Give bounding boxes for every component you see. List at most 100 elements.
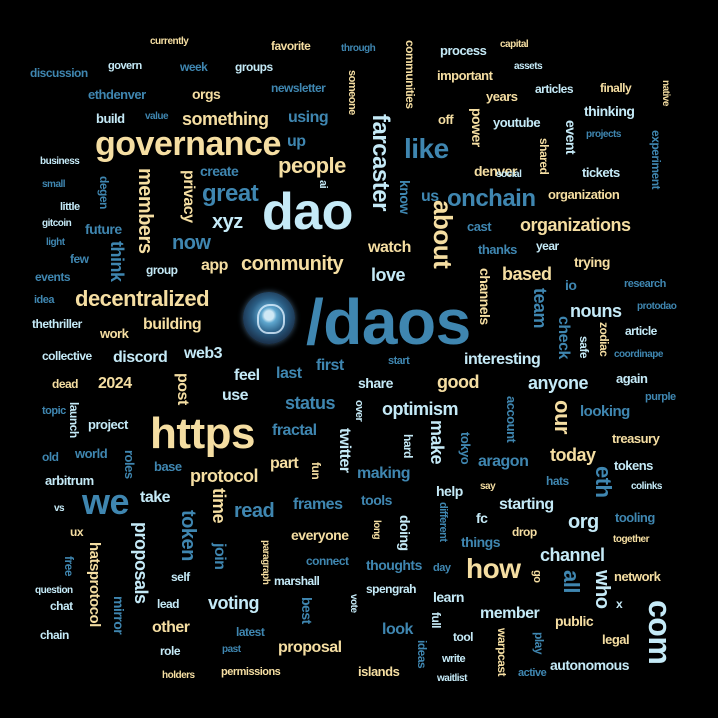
word: up [287, 133, 306, 150]
word: past [222, 644, 241, 655]
word: account [504, 396, 519, 443]
word: holders [162, 670, 195, 681]
word: world [75, 446, 108, 461]
word: discord [113, 349, 168, 366]
word: great [202, 180, 259, 207]
word: years [486, 89, 518, 104]
word: channel [540, 545, 605, 565]
word: youtube [493, 115, 541, 130]
word: protodao [637, 301, 677, 312]
word: topic [42, 405, 66, 417]
word: roles [122, 450, 137, 479]
word: self [171, 570, 190, 584]
word: feel [234, 367, 260, 384]
word: look [382, 621, 413, 638]
word: cast [467, 219, 492, 234]
word: again [616, 371, 648, 386]
word: eth [591, 466, 616, 498]
word: ideas [415, 640, 429, 669]
word: think [107, 241, 127, 282]
word: active [518, 667, 547, 679]
word: process [440, 43, 487, 58]
word: part [270, 455, 299, 472]
word: full [429, 612, 443, 628]
word: base [154, 459, 182, 474]
word: events [35, 270, 71, 284]
word: different [437, 502, 449, 542]
word: trying [574, 254, 610, 270]
word: dao [262, 183, 353, 241]
word: important [437, 68, 493, 83]
word: take [140, 489, 171, 506]
word: how [466, 553, 521, 584]
word: love [371, 265, 406, 285]
word: value [145, 111, 169, 122]
word: business [40, 156, 80, 167]
word: discussion [30, 66, 88, 80]
word: say [480, 481, 496, 492]
word: making [357, 465, 411, 482]
word: fc [476, 510, 488, 526]
word: interesting [464, 351, 541, 368]
word: vs [54, 503, 65, 514]
word: now [172, 232, 211, 254]
word: optimism [382, 399, 459, 419]
word: use [222, 387, 249, 404]
word: spengrah [366, 582, 417, 596]
word: gitcoin [42, 218, 72, 229]
word: proposal [278, 639, 342, 656]
word: thinking [584, 103, 635, 119]
word: day [433, 562, 451, 574]
word: currently [150, 36, 189, 47]
word: status [285, 393, 336, 413]
word: drop [512, 525, 537, 539]
word: warpcast [495, 628, 509, 677]
word: other [152, 619, 190, 636]
word: work [100, 326, 129, 341]
word: privacy [180, 170, 197, 223]
word: launch [67, 402, 81, 438]
word: tokens [614, 458, 653, 473]
word: nouns [570, 301, 622, 321]
word: power [469, 108, 485, 147]
word: assets [514, 61, 543, 72]
word: group [146, 263, 178, 277]
word: proposals [131, 522, 151, 604]
word: through [341, 43, 376, 54]
word: research [624, 278, 666, 290]
word: everyone [291, 527, 349, 543]
word: public [555, 613, 594, 629]
word: best [299, 597, 315, 624]
word: autonomous [550, 657, 630, 673]
word: 2024 [98, 375, 132, 392]
word: https [150, 409, 256, 458]
word: fun [309, 462, 323, 480]
word: fractal [272, 422, 317, 439]
word: lead [157, 597, 180, 611]
word: channels [477, 268, 493, 325]
word: old [42, 450, 59, 464]
word: decentralized [75, 286, 210, 311]
word: islands [358, 664, 400, 679]
word: govern [108, 60, 142, 72]
word: safe [577, 336, 591, 359]
word: treasury [612, 431, 660, 446]
word: year [536, 239, 559, 253]
word: groups [235, 60, 273, 74]
word: xyz [212, 211, 243, 233]
word: help [436, 483, 463, 499]
word: articles [535, 82, 574, 96]
word: people [278, 153, 346, 178]
word: dead [52, 377, 79, 391]
word: token [177, 510, 199, 561]
word: role [160, 644, 181, 658]
word: denver [474, 163, 517, 179]
word: app [201, 257, 228, 274]
word: organizations [520, 215, 631, 235]
word: legal [602, 632, 630, 647]
word: arbitrum [45, 473, 94, 488]
word: thoughts [366, 557, 422, 573]
word: start [388, 355, 410, 367]
word: idea [34, 294, 55, 306]
word: permissions [221, 666, 281, 678]
